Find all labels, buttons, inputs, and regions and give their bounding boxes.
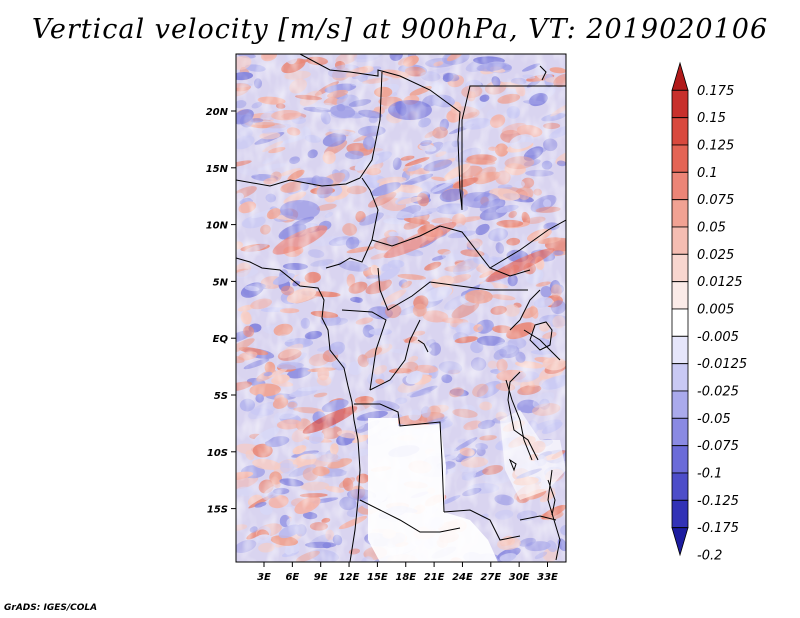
colorbar-level-label: -0.2 [697,549,722,564]
lat-tick-label: 10S [207,448,228,459]
colorbar-level-label: -0.075 [697,439,739,454]
colorbar-bin [671,335,689,365]
colorbar-level-label: -0.0125 [697,357,747,372]
lat-tick-label: 20N [206,107,229,118]
latitude-axis: 20N 15N 10N 5N EQ 5S 10S 15S [206,107,236,516]
colorbar-bin [671,144,689,173]
colorbar-level-label: -0.125 [697,494,739,509]
plot-frame [235,53,567,563]
low-signal-region [368,418,498,562]
colorbar-bin [671,499,689,529]
lon-tick-label: 18E [395,572,416,583]
colorbar-level-label: 0.075 [697,193,734,208]
lat-tick-label: 15S [207,505,228,516]
colorbar-bin [671,527,689,557]
lat-tick-label: 10N [206,221,229,232]
vertical-velocity-field [236,54,566,562]
colorbar-level-label: -0.025 [697,385,739,400]
colorbar-bin [671,89,689,119]
lon-tick-label: 21E [424,572,445,583]
colorbar-bin [671,390,689,419]
colorbar-bin [671,61,689,91]
colorbar-bin [671,472,689,501]
colorbar-level-label: 0.0125 [697,275,743,290]
colorbar-bin [671,308,689,337]
lat-tick-label: 15N [206,164,229,175]
longitude-axis: 3E 6E 9E 12E 15E 18E 21E 24E 27E 30E 33E [257,562,558,583]
lon-tick-label: 9E [314,572,328,583]
colorbar-level-label: 0.175 [697,84,734,99]
colorbar-bin [671,417,689,447]
colorbar-bin [671,117,689,146]
colorbar-bin [671,445,689,474]
colorbar-bin [671,171,689,201]
colorbar-bin [671,253,689,283]
colorbar-level-label: 0.005 [697,303,734,318]
colorbar-bin [671,226,689,255]
lon-tick-label: 27E [480,572,501,583]
lat-tick-label: 5S [214,391,228,402]
lon-tick-label: 6E [285,572,299,583]
colorbar-level-label: -0.175 [697,521,739,536]
lon-tick-label: 33E [537,572,558,583]
colorbar-bin [671,199,689,228]
lat-tick-label: 5N [213,277,229,288]
colorbar-level-label: 0.025 [697,248,734,263]
lon-tick-label: 3E [257,572,271,583]
footer-credit: GrADS: IGES/COLA [4,603,98,613]
colorbar-level-label: -0.005 [697,330,739,345]
country-borders [236,54,566,562]
colorbar-bin [671,281,689,310]
colorbar-level-label: -0.1 [697,467,722,482]
map-title: Vertical velocity [m/s] at 900hPa, VT: 2… [31,14,769,45]
lon-tick-label: 24E [452,572,473,583]
colorbar-level-label: -0.05 [697,412,731,427]
lon-tick-label: 15E [367,572,388,583]
lat-tick-label: EQ [213,334,229,345]
lon-tick-label: 12E [339,572,360,583]
colorbar-bin [671,363,689,392]
colorbar-level-label: 0.05 [697,221,726,236]
colorbar: 0.175 0.15 0.125 0.1 0.075 0.05 0.025 0.0125 0.0… [671,61,747,564]
colorbar-level-label: 0.125 [697,139,734,154]
lon-tick-label: 30E [509,572,530,583]
colorbar-level-label: 0.1 [697,166,718,181]
colorbar-level-label: 0.15 [697,111,726,126]
